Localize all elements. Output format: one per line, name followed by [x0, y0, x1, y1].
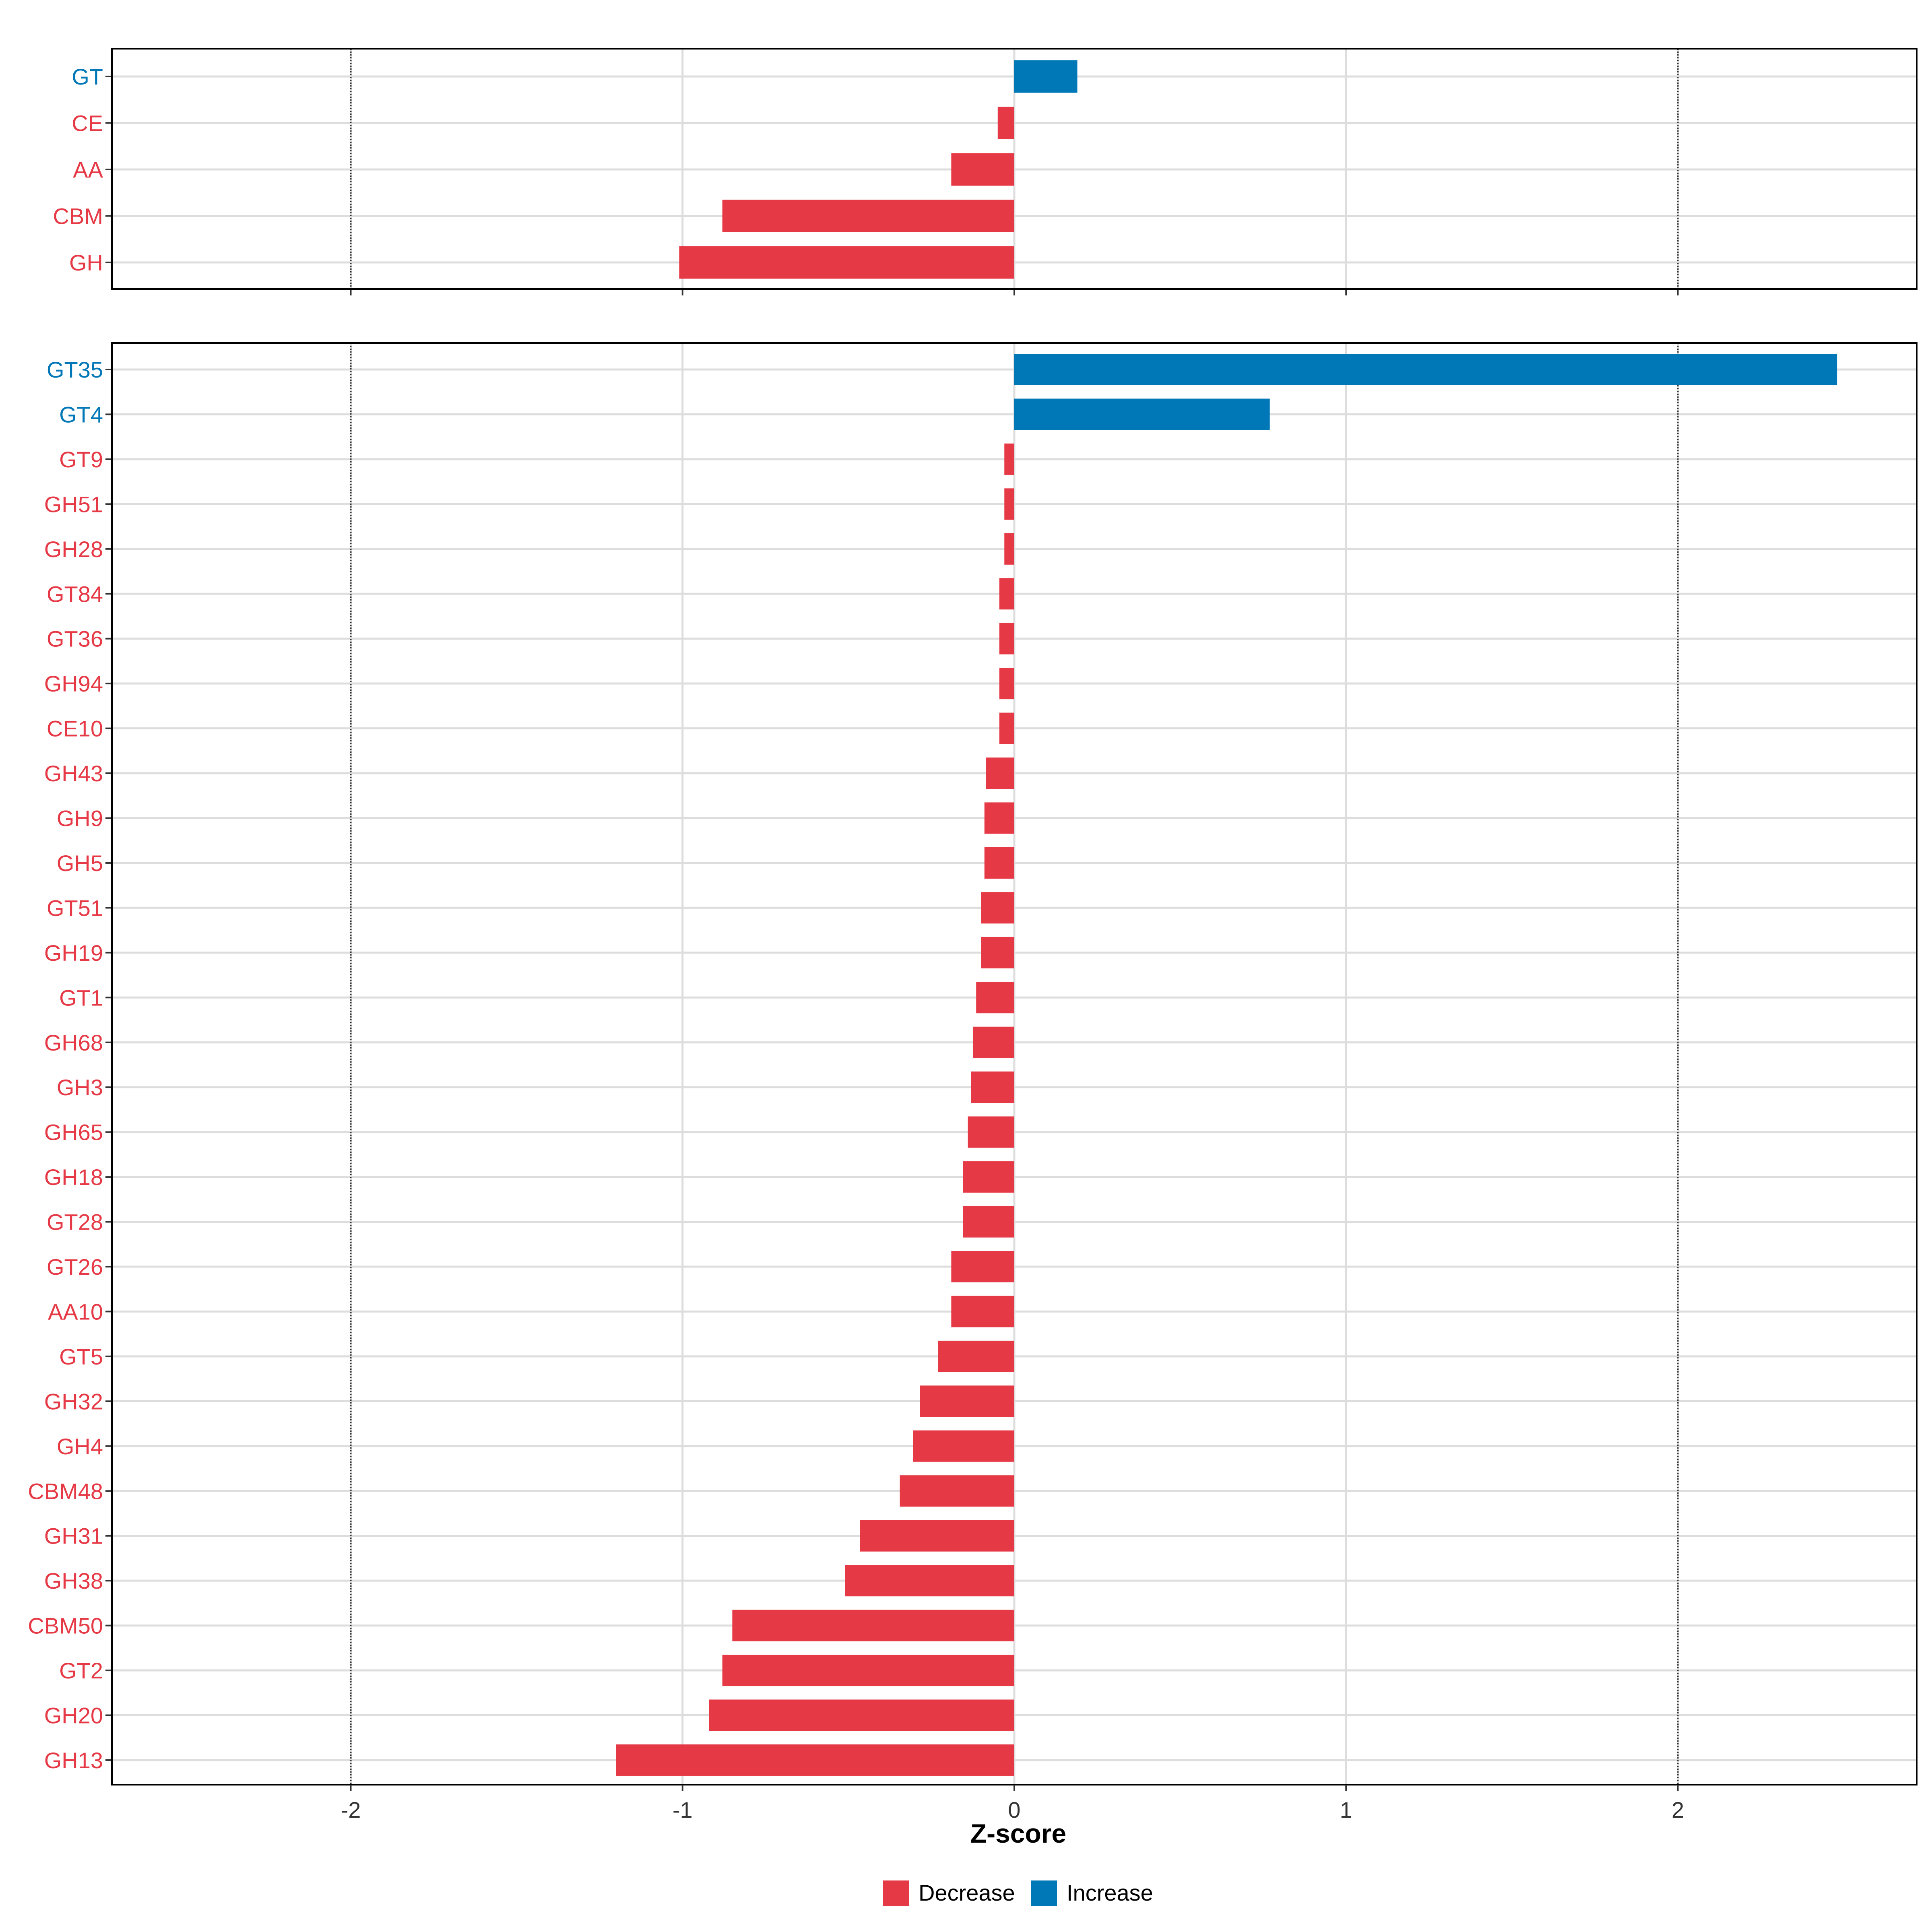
y-tick-label-gh28: GH28 [44, 537, 103, 562]
y-tick-label-aa10: AA10 [48, 1299, 103, 1324]
bar-gh [679, 246, 1014, 279]
y-tick-label-gt9: GT9 [59, 447, 103, 472]
y-tick-label-gh68: GH68 [44, 1030, 103, 1055]
legend-label-increase: Increase [1067, 1880, 1153, 1905]
bar-gt9 [1004, 443, 1014, 475]
bottom-panel: GT35 GT4 GT9 GH51 GH28 GT84 GT36 GH94 CE10 GH43 GH… [28, 342, 1918, 1785]
y-tick-label-cbm48: CBM48 [28, 1478, 103, 1504]
y-tick-label-gh20: GH20 [44, 1703, 103, 1728]
bar-gh94 [999, 668, 1014, 700]
bar-gt5 [938, 1340, 1014, 1372]
x-tick-label: -2 [341, 1797, 361, 1823]
bar-gt2 [722, 1655, 1014, 1686]
bar-gh13 [616, 1744, 1014, 1776]
bar-gh3 [971, 1071, 1014, 1103]
panel-border [111, 48, 1918, 290]
bar-gh32 [920, 1385, 1014, 1417]
bar-gh18 [963, 1161, 1014, 1193]
top-panel: GT CE AA CBM GH [53, 48, 1918, 295]
bar-ce10 [999, 712, 1014, 744]
bar-gh20 [709, 1699, 1014, 1731]
x-tick-label: 1 [1340, 1797, 1352, 1823]
y-tick-label-gt4: GT4 [59, 402, 103, 427]
y-tick-label-gh19: GH19 [44, 940, 103, 966]
x-tick-label: 2 [1672, 1797, 1684, 1823]
y-tick-label-gh31: GH31 [44, 1523, 103, 1549]
bar-gh38 [845, 1565, 1014, 1597]
y-tick-label-gt51: GT51 [47, 895, 103, 921]
bar-cbm48 [900, 1475, 1014, 1507]
bar-gh5 [984, 847, 1014, 879]
y-tick-label-gt2: GT2 [59, 1658, 103, 1683]
y-tick-label-cbm50: CBM50 [28, 1613, 103, 1639]
legend-swatch-increase [1031, 1880, 1057, 1906]
bar-gh43 [986, 758, 1014, 789]
y-tick-label-aa: AA [73, 157, 103, 182]
bar-gh28 [1004, 533, 1014, 565]
bar-gt35 [1014, 353, 1837, 386]
y-tick-label-gt1: GT1 [59, 985, 103, 1010]
y-tick-label-gt35: GT35 [47, 357, 103, 382]
bar-gt4 [1014, 398, 1270, 430]
y-tick-label-gh9: GH9 [57, 806, 103, 831]
y-tick-label-gh38: GH38 [44, 1568, 103, 1593]
bar-gh51 [1004, 488, 1014, 520]
legend-label-decrease: Decrease [919, 1880, 1015, 1905]
bar-gt26 [951, 1251, 1014, 1283]
y-tick-label-gt26: GT26 [47, 1254, 103, 1280]
y-tick-label-ce: CE [72, 111, 103, 136]
y-tick-label-gh51: GH51 [44, 491, 103, 517]
y-tick-label-gt5: GT5 [59, 1344, 103, 1369]
bar-gt51 [981, 892, 1014, 924]
y-tick-label-gh18: GH18 [44, 1164, 103, 1190]
x-axis: -2 -1 0 1 2 [341, 1785, 1684, 1823]
y-tick-label-cbm: CBM [53, 204, 103, 229]
legend: Decrease Increase [883, 1880, 1153, 1906]
bar-cbm50 [732, 1610, 1014, 1641]
y-tick-label-gh43: GH43 [44, 761, 103, 786]
y-tick-label-gh: GH [69, 250, 103, 275]
bar-aa10 [951, 1296, 1014, 1327]
bar-gh31 [860, 1520, 1014, 1552]
x-axis-label: Z-score [970, 1818, 1066, 1848]
bar-gt1 [976, 982, 1014, 1013]
y-tick-label-gh3: GH3 [57, 1075, 103, 1100]
bar-gt28 [963, 1206, 1014, 1238]
y-tick-label-gh32: GH32 [44, 1389, 103, 1414]
y-tick-label-gh5: GH5 [57, 850, 103, 876]
bar-ce [997, 107, 1014, 139]
bar-gt [1014, 60, 1077, 93]
bar-cbm [722, 200, 1014, 232]
bar-aa [951, 153, 1014, 186]
bar-gh68 [972, 1026, 1014, 1058]
y-tick-label-gh65: GH65 [44, 1120, 103, 1145]
y-tick-label-ce10: CE10 [47, 716, 103, 741]
bar-gh19 [981, 937, 1014, 968]
x-tick-label: 0 [1008, 1797, 1020, 1823]
x-tick-label: -1 [673, 1797, 693, 1823]
y-tick-label-gh94: GH94 [44, 671, 103, 696]
y-tick-label-gh13: GH13 [44, 1748, 103, 1773]
bar-gh65 [968, 1116, 1014, 1148]
y-tick-label-gt28: GT28 [47, 1210, 103, 1235]
bar-gt84 [999, 578, 1014, 610]
y-tick-label-gt36: GT36 [47, 626, 103, 652]
bar-gh4 [913, 1430, 1014, 1462]
y-tick-label-gt84: GT84 [47, 581, 103, 607]
legend-swatch-decrease [883, 1880, 909, 1906]
bar-gh9 [984, 802, 1014, 834]
bar-gt36 [999, 623, 1014, 654]
y-tick-label-gh4: GH4 [57, 1434, 103, 1459]
y-tick-label-gt: GT [72, 64, 103, 89]
